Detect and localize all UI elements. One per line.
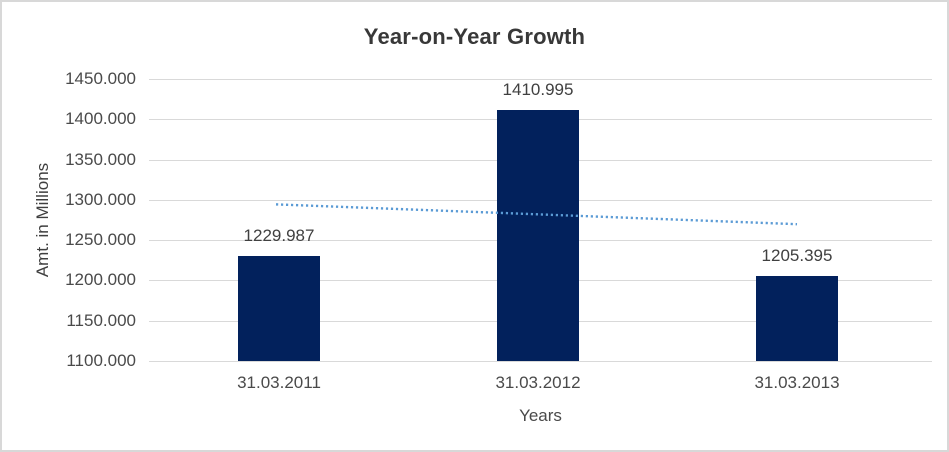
bar (756, 276, 838, 361)
y-tick-label: 1300.000 (65, 189, 136, 209)
x-axis-line (149, 361, 932, 362)
x-tick-label: 31.03.2012 (495, 373, 581, 392)
bar-value-label: 1205.395 (761, 246, 833, 266)
x-tick-label: 31.03.2011 (237, 373, 321, 392)
y-tick-label: 1250.000 (65, 230, 136, 250)
bar (497, 110, 579, 361)
y-tick-label: 1150.000 (66, 310, 136, 330)
y-axis-title: Amt. in Millions (33, 162, 52, 278)
y-tick-label: 1450.000 (65, 69, 136, 88)
x-axis-title: Years (519, 406, 562, 425)
chart-title: Year-on-Year Growth (363, 24, 586, 49)
y-tick-label: 1350.000 (65, 149, 136, 169)
y-tick-label: 1400.000 (65, 109, 136, 129)
bar (238, 256, 320, 361)
y-tick-label: 1200.000 (65, 270, 136, 290)
bar-value-label: 1229.987 (243, 226, 315, 246)
y-tick-label: 1100.000 (66, 351, 136, 370)
bar-value-label: 1410.995 (502, 80, 574, 100)
x-tick-label: 31.03.2013 (754, 373, 840, 392)
gridline (149, 79, 932, 80)
